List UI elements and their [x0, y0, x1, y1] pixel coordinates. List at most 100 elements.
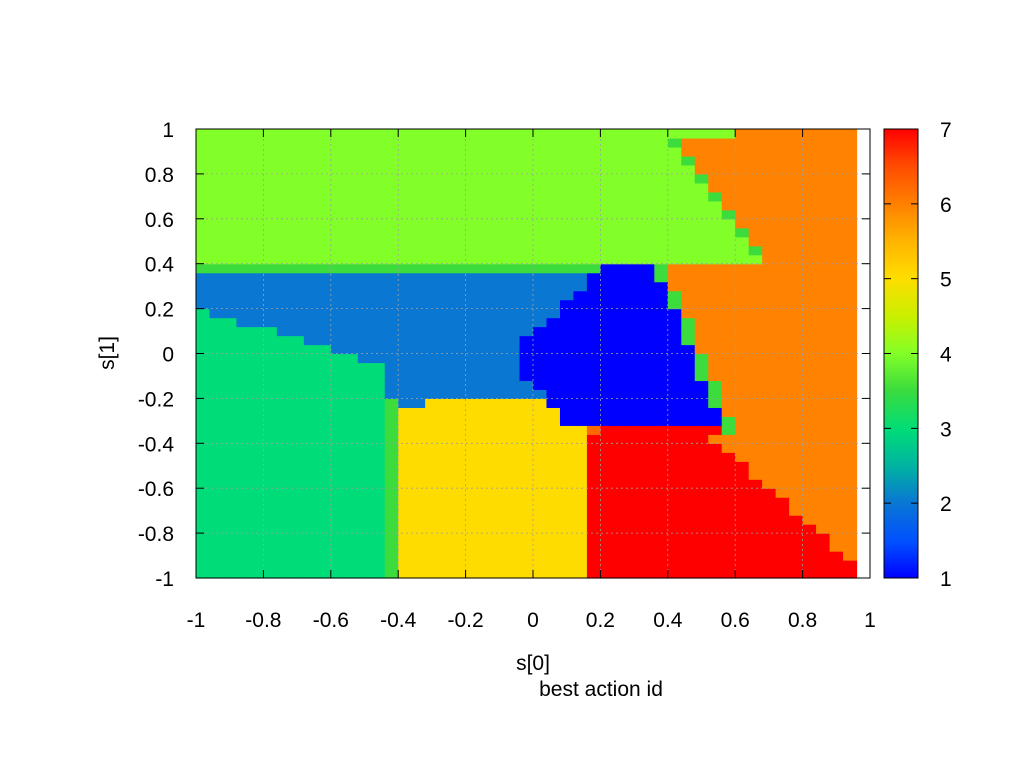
heatmap-cell: [843, 263, 858, 274]
heatmap-cell: [222, 281, 238, 292]
heatmap-cell: [479, 191, 494, 202]
heatmap-cell: [411, 290, 426, 301]
heatmap-cell: [398, 164, 413, 175]
heatmap-cell: [829, 137, 844, 148]
heatmap-cell: [357, 416, 372, 426]
heatmap-cell: [546, 245, 561, 256]
heatmap-cell: [465, 443, 480, 453]
heatmap-cell: [640, 326, 655, 337]
heatmap-cell: [236, 389, 251, 399]
heatmap-cell: [317, 560, 332, 570]
heatmap-cell: [829, 272, 844, 283]
heatmap-cell: [573, 137, 588, 148]
heatmap-cell: [843, 434, 858, 444]
heatmap-cell: [263, 129, 278, 139]
heatmap-cell: [222, 371, 238, 382]
heatmap-cell: [586, 407, 601, 417]
heatmap-cell: [762, 335, 777, 346]
heatmap-cell: [586, 416, 601, 426]
heatmap-cell: [829, 129, 844, 139]
heatmap-cell: [519, 272, 534, 283]
heatmap-cell: [438, 515, 453, 525]
heatmap-cell: [222, 236, 238, 247]
heatmap-cell: [276, 560, 291, 570]
heatmap-cell: [357, 560, 372, 570]
heatmap-cell: [573, 461, 588, 471]
heatmap-cell: [640, 137, 655, 148]
heatmap-cell: [546, 506, 561, 516]
heatmap-cell: [344, 290, 359, 301]
heatmap-cell: [789, 227, 804, 238]
heatmap-cell: [843, 344, 858, 355]
heatmap-cell: [613, 164, 628, 175]
heatmap-cell: [425, 191, 440, 202]
heatmap-cell: [586, 443, 601, 453]
heatmap-cell: [627, 245, 642, 256]
heatmap-cell: [371, 200, 386, 211]
heatmap-cell: [249, 479, 264, 489]
heatmap-cell: [196, 146, 211, 157]
heatmap-cell: [330, 200, 345, 211]
heatmap-cell: [802, 524, 817, 534]
heatmap-cell: [775, 263, 790, 274]
heatmap-cell: [775, 182, 790, 193]
heatmap-cell: [371, 479, 386, 489]
heatmap-cell: [465, 380, 480, 391]
heatmap-cell: [330, 461, 345, 471]
heatmap-cell: [708, 129, 723, 139]
heatmap-cell: [276, 290, 291, 301]
heatmap-cell: [465, 227, 480, 238]
heatmap-cell: [829, 326, 844, 337]
heatmap-cell: [708, 164, 723, 175]
heatmap-cell: [708, 299, 723, 310]
heatmap-cell: [196, 335, 211, 346]
heatmap-cell: [667, 569, 682, 579]
heatmap-cell: [559, 452, 575, 462]
heatmap-cell: [546, 129, 561, 139]
heatmap-cell: [667, 182, 682, 193]
heatmap-cell: [829, 506, 844, 516]
heatmap-cell: [465, 317, 480, 328]
heatmap-cell: [681, 129, 696, 139]
heatmap-cell: [371, 281, 386, 292]
heatmap-cell: [303, 344, 318, 355]
heatmap-cell: [290, 560, 305, 570]
heatmap-cell: [519, 533, 534, 543]
heatmap-cell: [249, 173, 264, 184]
heatmap-cell: [721, 362, 736, 373]
heatmap-cell: [209, 173, 224, 184]
heatmap-cell: [411, 272, 426, 283]
heatmap-cell: [344, 551, 359, 561]
heatmap-cell: [330, 560, 345, 570]
heatmap-cell: [222, 191, 238, 202]
heatmap-cell: [236, 146, 251, 157]
heatmap-cell: [694, 263, 709, 274]
heatmap-cell: [519, 182, 534, 193]
heatmap-cell: [236, 461, 251, 471]
heatmap-cell: [317, 344, 332, 355]
heatmap-cell: [640, 281, 655, 292]
heatmap-cell: [357, 263, 372, 274]
heatmap-cell: [249, 209, 264, 220]
heatmap-cell: [519, 461, 534, 471]
heatmap-cell: [586, 236, 601, 247]
heatmap-cell: [330, 371, 345, 382]
heatmap-cell: [492, 155, 507, 166]
heatmap-cell: [506, 488, 521, 498]
heatmap-cell: [789, 371, 804, 382]
heatmap-cell: [829, 488, 844, 498]
heatmap-cell: [479, 155, 494, 166]
heatmap-cell: [384, 191, 399, 202]
heatmap-cell: [708, 560, 723, 570]
heatmap-cell: [694, 497, 709, 507]
heatmap-cell: [546, 551, 561, 561]
heatmap-cell: [735, 569, 750, 579]
heatmap-cell: [829, 497, 844, 507]
heatmap-cell: [627, 263, 642, 274]
heatmap-cell: [249, 488, 264, 498]
heatmap-cell: [762, 542, 777, 552]
heatmap-cell: [222, 380, 238, 391]
heatmap-cell: [263, 335, 278, 346]
heatmap-cell: [694, 353, 709, 364]
heatmap-cell: [519, 389, 534, 399]
